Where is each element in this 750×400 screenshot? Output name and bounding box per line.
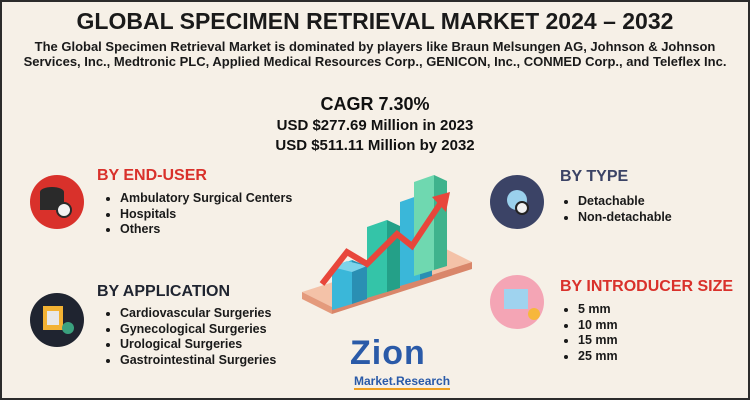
list-item: 5 mm [578,302,618,318]
list-item: Others [120,222,292,238]
section-list: DetachableNon-detachable [560,194,672,225]
list-item: Hospitals [120,207,292,223]
list-item: Urological Surgeries [120,337,276,353]
list-item: Gastrointestinal Surgeries [120,353,276,369]
list-item: 10 mm [578,318,618,334]
chart-illustration [302,175,472,314]
section-title: BY TYPE [560,168,629,185]
title: GLOBAL SPECIMEN RETRIEVAL MARKET 2024 – … [76,8,674,34]
list-item: Cardiovascular Surgeries [120,306,276,322]
logo-name: Zion [350,334,426,372]
list-item: Gynecological Surgeries [120,322,276,338]
list-item: Ambulatory Surgical Centers [120,191,292,207]
section-title: BY END-USER [97,167,207,184]
list-item: 25 mm [578,349,618,365]
section-title: BY APPLICATION [97,283,231,300]
stat: CAGR 7.30% [320,94,430,114]
section-title: BY INTRODUCER SIZE [560,278,734,295]
subtitle: The Global Specimen Retrieval Market is … [23,39,727,69]
list-item: Non-detachable [578,210,672,226]
section-list: Cardiovascular SurgeriesGynecological Su… [102,306,276,368]
stat: USD $511.11 Million by 2032 [275,137,475,154]
section-list: 5 mm10 mm15 mm25 mm [560,302,618,364]
stat: USD $277.69 Million in 2023 [276,117,474,134]
list-item: 15 mm [578,333,618,349]
list-item: Detachable [578,194,672,210]
section-list: Ambulatory Surgical CentersHospitalsOthe… [102,191,292,238]
logo-tagline: Market.Research [354,374,451,390]
